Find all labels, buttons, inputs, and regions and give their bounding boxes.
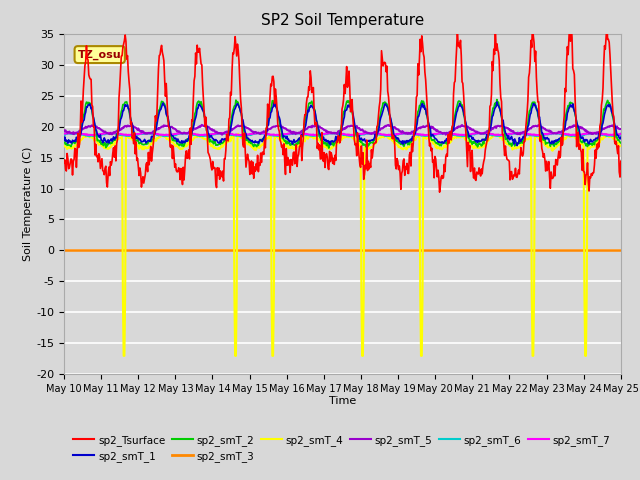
sp2_smT_2 <box>70 140 78 145</box>
sp2_smT_6 <box>185 130 193 136</box>
sp2_smT_7 <box>185 131 193 136</box>
sp2_smT_6 <box>128 133 136 139</box>
Line: sp2_smT_6: sp2_smT_6 <box>64 132 621 136</box>
sp2_smT_7 <box>70 130 78 136</box>
sp2_Tsurface <box>617 158 625 164</box>
sp2_smT_7 <box>60 131 68 137</box>
sp2_smT_4 <box>128 137 136 143</box>
sp2_smT_4 <box>60 143 68 148</box>
sp2_smT_1 <box>60 137 68 143</box>
sp2_smT_2 <box>493 96 500 102</box>
sp2_Tsurface <box>426 140 434 146</box>
sp2_smT_5 <box>442 132 450 138</box>
sp2_smT_5 <box>198 122 205 128</box>
sp2_smT_3 <box>127 248 135 253</box>
sp2_smT_5 <box>428 123 435 129</box>
Line: sp2_smT_1: sp2_smT_1 <box>64 102 621 145</box>
sp2_smT_5 <box>214 130 222 136</box>
sp2_smT_2 <box>127 121 135 127</box>
sp2_smT_2 <box>60 139 68 145</box>
sp2_smT_4 <box>428 138 436 144</box>
sp2_smT_1 <box>214 138 221 144</box>
sp2_smT_7 <box>214 131 222 136</box>
sp2_smT_6 <box>411 131 419 137</box>
sp2_smT_3 <box>184 248 192 253</box>
sp2_smT_6 <box>428 132 435 138</box>
Line: sp2_smT_4: sp2_smT_4 <box>64 134 621 356</box>
sp2_smT_2 <box>411 127 419 133</box>
sp2_smT_6 <box>617 131 625 137</box>
sp2_smT_1 <box>127 119 135 125</box>
sp2_smT_7 <box>124 132 131 138</box>
sp2_smT_1 <box>70 139 78 144</box>
sp2_smT_3 <box>214 248 221 253</box>
Line: sp2_smT_5: sp2_smT_5 <box>64 125 621 135</box>
sp2_smT_7 <box>128 132 136 138</box>
sp2_smT_2 <box>184 138 192 144</box>
sp2_smT_1 <box>617 134 625 140</box>
sp2_smT_3 <box>60 248 68 253</box>
sp2_smT_3 <box>410 248 418 253</box>
sp2_smT_7 <box>412 131 419 137</box>
sp2_smT_2 <box>617 140 625 146</box>
sp2_smT_3 <box>617 248 625 253</box>
sp2_Tsurface <box>127 119 135 125</box>
sp2_smT_3 <box>70 248 78 253</box>
sp2_smT_1 <box>184 136 192 142</box>
sp2_Tsurface <box>410 130 418 135</box>
sp2_smT_6 <box>70 131 78 136</box>
sp2_Tsurface <box>214 165 221 170</box>
sp2_smT_7 <box>617 131 625 137</box>
sp2_smT_7 <box>292 130 300 135</box>
sp2_smT_1 <box>426 126 434 132</box>
sp2_smT_1 <box>513 143 521 148</box>
sp2_smT_1 <box>410 133 418 139</box>
sp2_smT_4 <box>617 143 625 149</box>
sp2_smT_4 <box>70 144 78 149</box>
sp2_smT_4 <box>412 137 419 143</box>
sp2_smT_5 <box>127 123 135 129</box>
Line: sp2_smT_7: sp2_smT_7 <box>64 132 621 135</box>
sp2_Tsurface <box>436 189 444 195</box>
sp2_Tsurface <box>184 153 192 159</box>
sp2_smT_6 <box>214 131 222 136</box>
sp2_Tsurface <box>60 160 68 166</box>
X-axis label: Time: Time <box>329 396 356 406</box>
sp2_smT_6 <box>86 133 93 139</box>
sp2_smT_5 <box>617 126 625 132</box>
sp2_smT_3 <box>426 248 434 253</box>
sp2_smT_4 <box>234 131 242 137</box>
sp2_smT_7 <box>428 132 436 137</box>
Title: SP2 Soil Temperature: SP2 Soil Temperature <box>260 13 424 28</box>
sp2_smT_1 <box>493 99 500 105</box>
sp2_smT_2 <box>214 143 221 148</box>
sp2_Tsurface <box>529 20 536 26</box>
sp2_Tsurface <box>70 156 78 162</box>
sp2_smT_4 <box>185 141 193 147</box>
sp2_smT_4 <box>120 353 127 359</box>
sp2_smT_5 <box>70 131 78 137</box>
Line: sp2_Tsurface: sp2_Tsurface <box>64 23 621 192</box>
Legend: sp2_Tsurface, sp2_smT_1, sp2_smT_2, sp2_smT_3, sp2_smT_4, sp2_smT_5, sp2_smT_6, : sp2_Tsurface, sp2_smT_1, sp2_smT_2, sp2_… <box>69 431 615 466</box>
sp2_smT_5 <box>184 130 192 136</box>
Y-axis label: Soil Temperature (C): Soil Temperature (C) <box>24 147 33 261</box>
sp2_smT_2 <box>325 145 333 151</box>
sp2_smT_6 <box>60 131 68 137</box>
sp2_smT_5 <box>411 127 419 133</box>
sp2_smT_2 <box>428 136 435 142</box>
sp2_smT_6 <box>514 130 522 135</box>
Line: sp2_smT_2: sp2_smT_2 <box>64 99 621 148</box>
Text: TZ_osu: TZ_osu <box>78 49 122 60</box>
sp2_smT_5 <box>60 128 68 133</box>
sp2_smT_4 <box>214 146 222 152</box>
